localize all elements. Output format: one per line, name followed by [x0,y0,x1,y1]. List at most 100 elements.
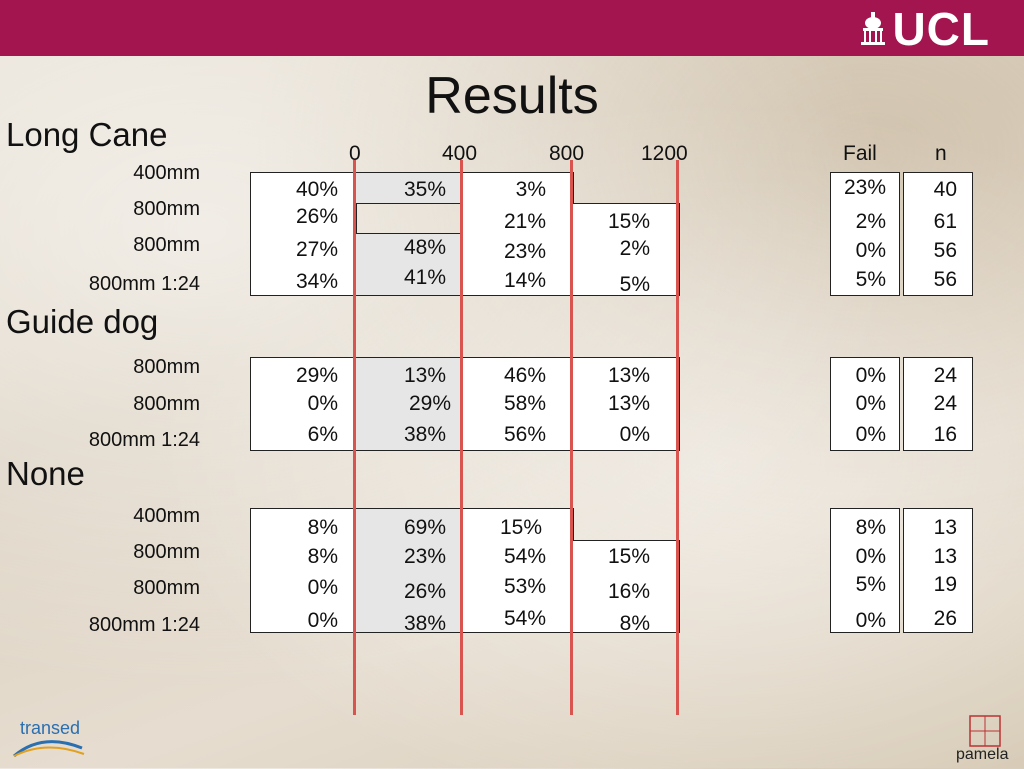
cell-value: 16% [607,580,650,603]
cell-value: 48% [403,236,446,259]
n-box [903,357,973,451]
n-value: 40 [933,178,957,201]
section-title-long-cane: Long Cane [6,116,168,153]
cell-value: 8% [307,516,338,539]
red-line-800 [570,160,573,715]
bin-box-1200-plus [572,203,680,296]
cell-value: 26% [295,205,338,228]
cell-value: 8% [307,545,338,568]
fail-value: 0% [855,392,886,415]
cell-value: 13% [403,364,446,387]
n-value: 61 [933,210,957,233]
column-header-n: n [935,142,947,165]
cell-value: 38% [403,423,446,446]
cell-value: 56% [503,423,546,446]
fail-value: 5% [855,268,886,291]
fail-value: 0% [855,423,886,446]
red-line-1200 [676,160,679,715]
n-value: 13 [933,545,957,568]
cell-value: 21% [503,210,546,233]
n-value: 16 [933,423,957,446]
fail-box [830,357,900,451]
pamela-logo-text: pamela [956,746,1009,763]
cell-value: 29% [295,364,338,387]
cell-value: 27% [295,238,338,261]
cell-value: 46% [503,364,546,387]
cell-value: 15% [607,210,650,233]
header-banner: UCL [0,0,1024,56]
cell-value: 54% [503,545,546,568]
row-label: 800mm [133,577,200,599]
ucl-logo: UCL [860,3,990,55]
n-box [903,172,973,296]
fail-value: 5% [855,573,886,596]
row-label: 800mm [133,234,200,256]
pamela-logo-graphic: pamela [956,715,1009,763]
cell-value: 5% [619,273,650,296]
red-line-0 [353,160,356,715]
n-value: 56 [933,268,957,291]
n-value: 24 [933,392,957,415]
section-title-guide-dog: Guide dog [6,303,159,340]
row-label: 800mm 1:24 [88,273,200,295]
cell-value: 38% [403,612,446,635]
axis-tick-400: 400 [442,142,478,165]
cell-value: 40% [295,178,338,201]
portico-icon [861,12,886,45]
pamela-logo: pamela [954,714,1016,764]
fail-value: 0% [855,545,886,568]
cell-value: 0% [619,423,650,446]
n-value: 24 [933,364,957,387]
fail-value: 0% [855,609,886,632]
ucl-wordmark: UCL [892,3,990,55]
cell-value: 14% [503,269,546,292]
cell-value: 34% [295,270,338,293]
n-value: 56 [933,239,957,262]
fail-value: 0% [855,364,886,387]
n-value: 26 [933,607,957,630]
n-value: 19 [933,573,957,596]
row-label: 800mm [133,356,200,378]
page-title: Results [425,67,599,125]
cell-value: 2% [619,237,650,260]
cell-value: 15% [607,545,650,568]
fail-value: 23% [843,176,886,199]
cell-value: 0% [307,609,338,632]
cell-value: 29% [408,392,451,415]
n-value: 13 [933,516,957,539]
cell-value: 6% [307,423,338,446]
bin-box-0-400 [250,357,357,451]
cell-value: 23% [403,545,446,568]
bin-box-800-1200 [462,357,574,451]
cell-value: 3% [515,178,546,201]
row-label: 800mm 1:24 [88,614,200,636]
axis-tick-0: 0 [349,142,361,165]
row-label: 800mm [133,541,200,563]
fail-value: 8% [855,516,886,539]
column-header-fail: Fail [843,142,877,165]
cell-value: 53% [503,575,546,598]
cell-value: 13% [607,392,650,415]
transed-logo-graphic: transed [13,718,85,758]
cell-value: 41% [403,266,446,289]
bin-box-1200-plus [572,540,680,633]
fail-value: 0% [855,239,886,262]
cell-value: 23% [503,240,546,263]
bin-box-400-800 [355,357,464,451]
cell-value: 8% [619,612,650,635]
cell-value: 54% [503,607,546,630]
n-box [903,508,973,633]
fail-value: 2% [855,210,886,233]
cell-value: 0% [307,392,338,415]
cell-value: 26% [403,580,446,603]
row-label: 400mm [133,162,200,184]
cell-value: 0% [307,576,338,599]
bin-box-0-400 [250,172,357,296]
cell-value: 58% [503,392,546,415]
cell-value: 69% [403,516,446,539]
row-label: 800mm 1:24 [88,429,200,451]
row-label: 400mm [133,505,200,527]
axis-tick-800: 800 [549,142,585,165]
bin-box-1200-plus [572,357,680,451]
cell-value: 35% [403,178,446,201]
